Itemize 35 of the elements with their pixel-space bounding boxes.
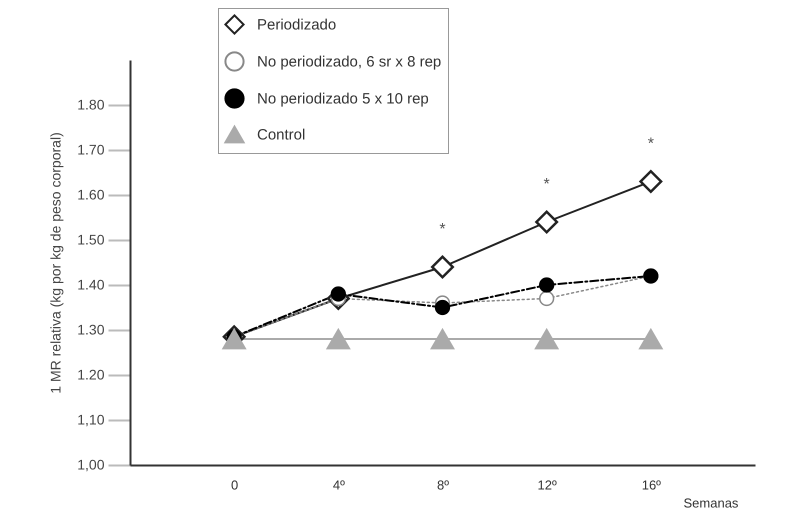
- y-tick-label: 1.70: [77, 142, 105, 158]
- y-tick-label: 1.60: [77, 186, 105, 202]
- y-axis-title: 1 MR relativa (kg por kg de peso corporal): [47, 132, 64, 394]
- point: [326, 328, 350, 350]
- point: [639, 170, 662, 193]
- x-tick-label: 8º: [437, 478, 450, 492]
- point: [434, 300, 450, 316]
- y-tick-label: 1.20: [77, 366, 105, 382]
- annotation: *: [544, 176, 550, 193]
- y-tick-label: 1.50: [77, 232, 105, 248]
- point: [539, 290, 554, 306]
- y-tick-label: 1.30: [77, 322, 105, 338]
- x-axis-title: Semanas: [684, 496, 739, 510]
- point: [330, 286, 346, 302]
- point: [430, 328, 454, 350]
- y-tick-label: 1.80: [77, 96, 105, 112]
- legend-label: Control: [257, 126, 306, 144]
- point: [535, 210, 558, 234]
- y-tick-label: 1,00: [77, 456, 105, 472]
- legend-label: No periodizado, 6 sr x 8 rep: [257, 54, 442, 70]
- x-tick-label: 12º: [538, 478, 558, 492]
- point: [638, 328, 663, 350]
- annotation: *: [439, 221, 446, 238]
- legend-label: No periodizado 5 x 10 rep: [257, 90, 429, 108]
- legend-label: Periodizado: [257, 16, 336, 34]
- y-tick-label: 1,10: [77, 412, 105, 428]
- point: [534, 328, 559, 350]
- x-tick-label: 16º: [642, 478, 662, 492]
- point: [539, 277, 554, 293]
- annotation: *: [648, 136, 654, 152]
- y-tick-label: 1.40: [77, 276, 105, 292]
- point: [431, 256, 454, 278]
- point: [222, 328, 246, 350]
- x-tick-label: 4º: [332, 478, 346, 492]
- x-tick-label: 0: [231, 478, 238, 492]
